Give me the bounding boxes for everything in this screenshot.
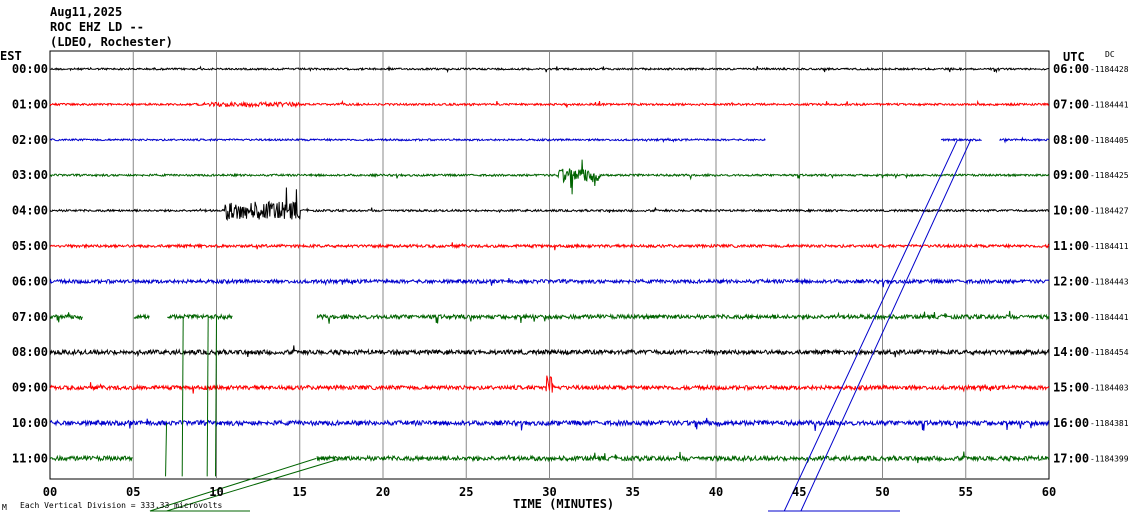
utc-zone-label: UTC	[1063, 50, 1085, 64]
x-tick-00: 00	[43, 485, 57, 499]
x-tick-60: 60	[1042, 485, 1056, 499]
trace-row-0500	[49, 242, 1050, 251]
dc-value-10: -1184381	[1090, 419, 1129, 428]
trace-row-1100	[49, 451, 1050, 464]
diagonal-line-3	[166, 457, 342, 512]
x-tick-50: 50	[875, 485, 889, 499]
dc-value-9: -1184403	[1090, 384, 1129, 393]
dc-value-0: -1184428	[1090, 65, 1129, 74]
utc-label-1300: 13:00	[1053, 310, 1089, 324]
est-label-1000: 10:00	[12, 416, 48, 430]
diagonal-line-0	[783, 139, 958, 512]
est-zone-label: EST	[0, 49, 22, 63]
x-tick-10: 10	[209, 485, 223, 499]
dc-value-11: -1184399	[1090, 454, 1129, 463]
trace-row-0300	[49, 159, 1050, 195]
utc-label-1100: 11:00	[1053, 239, 1089, 253]
est-label-0500: 05:00	[12, 239, 48, 253]
x-tick-55: 55	[959, 485, 973, 499]
trace-row-0100	[49, 99, 1050, 109]
trace-row-0700	[49, 310, 1050, 324]
est-label-0700: 07:00	[12, 310, 48, 324]
trace-row-0600	[49, 277, 1050, 288]
utc-label-0900: 09:00	[1053, 168, 1089, 182]
dc-value-6: -1184443	[1090, 277, 1129, 286]
est-label-0300: 03:00	[12, 168, 48, 182]
dropout-spike-3	[215, 316, 217, 477]
diagonal-line-1	[800, 139, 972, 512]
trace-row-1000	[49, 417, 1050, 431]
network-label: (LDEO, Rochester)	[50, 35, 173, 49]
dropout-spike-2	[206, 316, 209, 477]
trace-row-0000	[49, 65, 1050, 74]
utc-label-1000: 10:00	[1053, 204, 1089, 218]
utc-label-1600: 16:00	[1053, 416, 1089, 430]
est-label-0200: 02:00	[12, 133, 48, 147]
x-tick-20: 20	[376, 485, 390, 499]
dc-value-4: -1184427	[1090, 207, 1129, 216]
est-label-0400: 04:00	[12, 204, 48, 218]
est-hour-labels: 00:00 01:00 02:00 03:00 04:00 05:00 06:00 07:00…	[12, 62, 48, 465]
utc-label-1400: 14:00	[1053, 345, 1089, 359]
utc-label-0800: 08:00	[1053, 133, 1089, 147]
dropout-spike-0	[165, 422, 168, 477]
utc-label-0600: 06:00	[1053, 62, 1089, 76]
dc-value-8: -1184454	[1090, 348, 1129, 357]
date-label: Aug11,2025	[50, 5, 122, 19]
grid-lines	[132, 51, 967, 479]
corner-mark: M	[2, 503, 7, 512]
est-label-0100: 01:00	[12, 97, 48, 111]
station-label: ROC EHZ LD --	[50, 20, 144, 34]
utc-label-1500: 15:00	[1053, 381, 1089, 395]
vertical-division-note: Each Vertical Division = 333.33 microvol…	[20, 501, 222, 510]
dropout-spike-1	[181, 316, 184, 477]
est-label-0000: 00:00	[12, 62, 48, 76]
x-axis-title: TIME (MINUTES)	[513, 497, 614, 511]
diagonal-artifact-lines	[149, 139, 972, 512]
dc-value-7: -1184441	[1090, 313, 1129, 322]
dc-value-1: -1184441	[1090, 100, 1129, 109]
x-tick-25: 25	[459, 485, 473, 499]
traces-group	[49, 65, 1050, 477]
trace-row-0200	[49, 136, 1050, 144]
diagonal-line-2	[149, 457, 317, 512]
utc-label-1700: 17:00	[1053, 451, 1089, 465]
x-tick-45: 45	[792, 485, 806, 499]
est-label-1100: 11:00	[12, 451, 48, 465]
trace-row-0400	[49, 187, 1050, 221]
est-label-0600: 06:00	[12, 274, 48, 288]
x-tick-30: 30	[542, 485, 556, 499]
dc-value-3: -1184425	[1090, 171, 1129, 180]
dc-value-2: -1184405	[1090, 136, 1129, 145]
est-label-0900: 09:00	[12, 381, 48, 395]
x-tick-35: 35	[626, 485, 640, 499]
x-tick-05: 05	[126, 485, 140, 499]
est-label-0800: 08:00	[12, 345, 48, 359]
x-tick-40: 40	[709, 485, 723, 499]
utc-label-1200: 12:00	[1053, 274, 1089, 288]
dc-label: DC	[1105, 50, 1115, 59]
x-tick-labels: 00 05 10 15 20 25 30 35 40 45 50 55 60	[43, 485, 1056, 499]
utc-label-0700: 07:00	[1053, 97, 1089, 111]
dc-value-5: -1184411	[1090, 242, 1129, 251]
x-tick-15: 15	[293, 485, 307, 499]
